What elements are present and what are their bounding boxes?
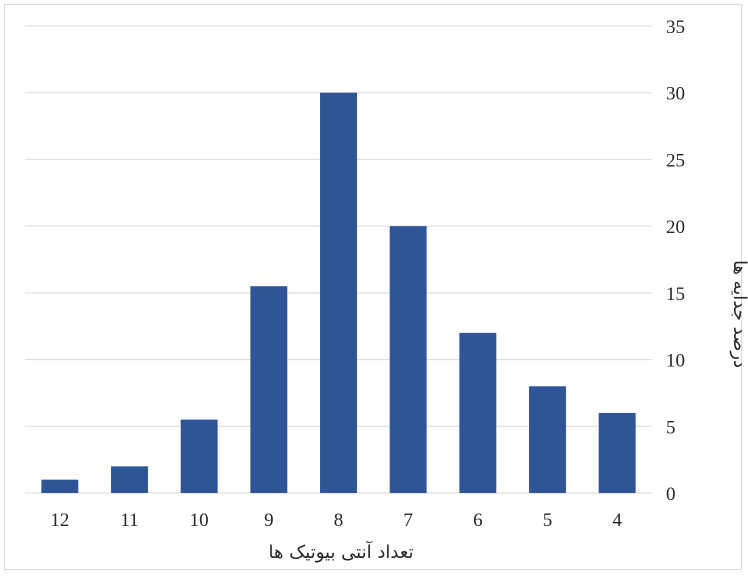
x-tick-label: 4 [612, 510, 622, 531]
bar-8 [320, 92, 357, 493]
y-tick-label: 20 [666, 217, 685, 238]
y-tick-label: 15 [666, 284, 685, 305]
bar-5 [529, 386, 566, 493]
x-tick-label: 5 [543, 510, 553, 531]
x-tick-labels: 12 11 10 9 8 7 6 5 4 [50, 510, 622, 531]
x-tick-label: 7 [403, 510, 413, 531]
x-axis-title: تعداد آنتی بیوتیک ها [268, 540, 413, 563]
y-tick-label: 35 [666, 17, 685, 38]
bar-12 [41, 479, 79, 493]
bar-6 [459, 332, 497, 493]
y-tick-label: 10 [666, 351, 685, 372]
y-tick-label: 25 [666, 150, 685, 171]
x-tick-label: 10 [190, 510, 209, 531]
y-tick-label: 30 [666, 84, 685, 105]
bar-9 [250, 286, 288, 493]
bar-4 [598, 412, 636, 493]
y-tick-label: 5 [666, 417, 676, 438]
bar-11 [111, 466, 148, 493]
bar-7 [389, 226, 427, 493]
x-tick-label: 9 [264, 510, 274, 531]
bars [41, 92, 636, 493]
y-tick-label: 0 [666, 484, 676, 505]
x-tick-label: 11 [120, 510, 138, 531]
x-tick-label: 8 [334, 510, 344, 531]
x-tick-label: 12 [50, 510, 69, 531]
x-tick-label: 6 [473, 510, 483, 531]
bar-10 [180, 419, 218, 493]
y-tick-labels: 0 5 10 15 20 25 30 35 [666, 17, 685, 505]
y-axis-title: درصد جدایه ها [729, 260, 748, 368]
